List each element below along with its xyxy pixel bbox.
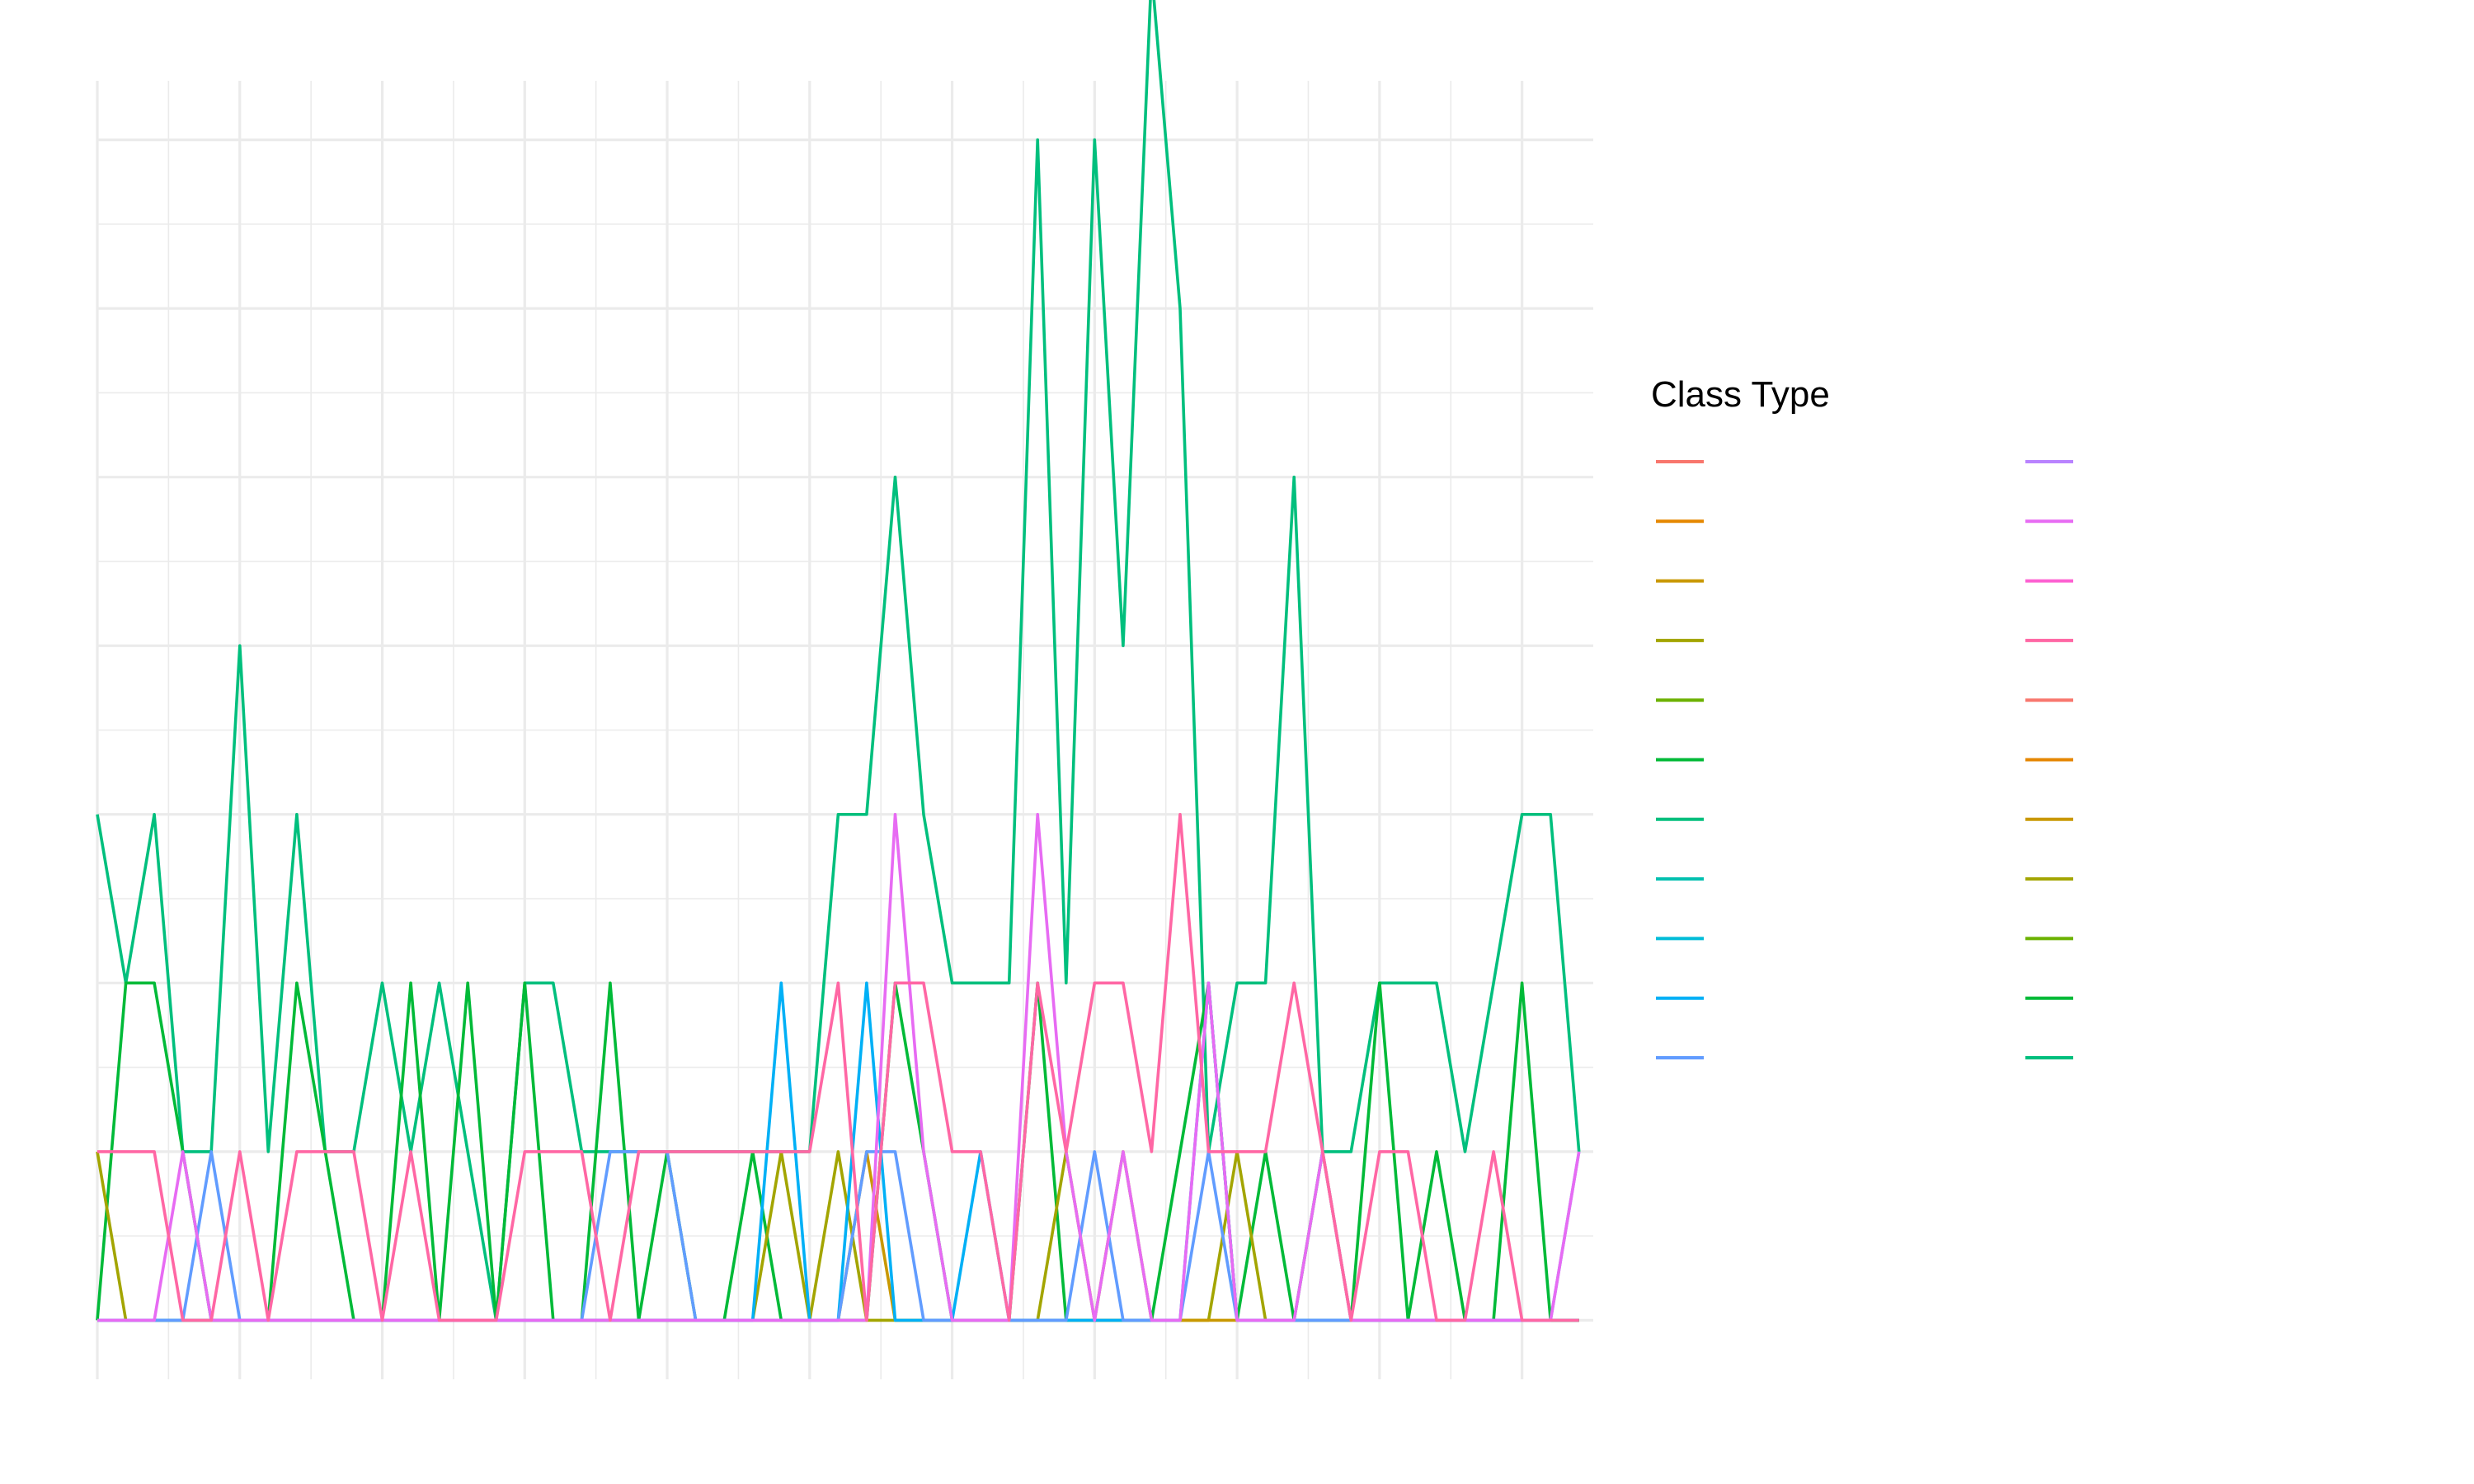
legend-keys bbox=[1656, 460, 2073, 1059]
grid-minor-lines bbox=[97, 81, 1593, 1379]
legend-title: Class Type bbox=[1651, 374, 1830, 415]
legend: Class Type bbox=[1651, 374, 2073, 1059]
series-layer bbox=[96, 0, 1581, 1322]
series-line-8 bbox=[97, 812, 1579, 1322]
